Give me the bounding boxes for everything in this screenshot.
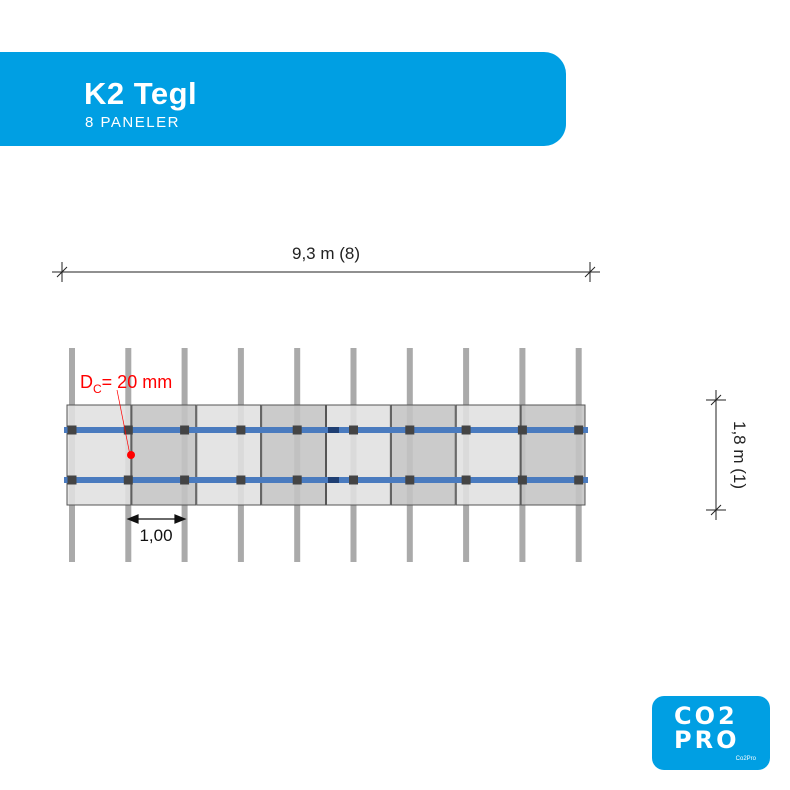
clamp [405, 475, 415, 485]
height-dimension-label: 1,8 m (1) [730, 421, 749, 489]
clamps [67, 425, 584, 485]
solar-panel [455, 404, 521, 506]
solar-panel [326, 404, 391, 506]
solar-panel [520, 404, 586, 506]
clamp [574, 475, 584, 485]
spacing-dimension [126, 514, 187, 524]
clamp [67, 475, 77, 485]
horizontal-rails [64, 427, 588, 483]
width-dimension [52, 262, 600, 282]
clamp [517, 425, 527, 435]
page-title: K2 Tegl [84, 76, 198, 111]
clamp [461, 475, 471, 485]
clamp [349, 475, 358, 485]
solar-panel [390, 404, 456, 506]
clamp [574, 425, 584, 435]
clamp [461, 425, 471, 435]
clamp [292, 475, 302, 485]
gap-annotation: DC= 20 mm [80, 372, 172, 396]
height-dimension [706, 390, 726, 520]
clamp [180, 475, 190, 485]
clamp [292, 425, 302, 435]
solar-panel [261, 404, 326, 506]
annotation-point [127, 451, 135, 459]
clamp [123, 475, 133, 485]
horizontal-rail [64, 477, 588, 483]
clamp [405, 425, 415, 435]
width-dimension-label: 9,3 m (8) [292, 244, 360, 263]
clamp [123, 425, 133, 435]
rail-joint [328, 477, 339, 483]
solar-panel [66, 404, 132, 506]
clamp [236, 475, 246, 485]
horizontal-rail [64, 427, 588, 433]
rail-joint [328, 427, 339, 433]
panels [66, 404, 586, 506]
page-subtitle: 8 PANELER [85, 114, 180, 131]
clamp [236, 425, 246, 435]
spacing-label: 1,00 [139, 526, 172, 545]
co2pro-logo: CO2 PRO Co2Pro [652, 696, 770, 770]
solar-panel [131, 404, 197, 506]
annotation-leader [116, 389, 131, 456]
clamp [67, 425, 77, 435]
header-banner: K2 Tegl 8 PANELER [0, 52, 566, 146]
clamp [349, 425, 358, 435]
clamp [517, 475, 527, 485]
solar-panel [196, 404, 262, 506]
clamp [180, 425, 190, 435]
